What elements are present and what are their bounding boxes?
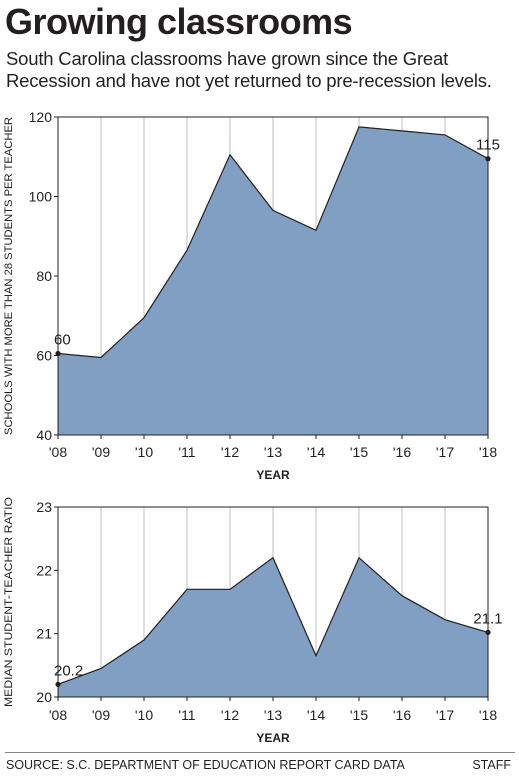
chart-subtitle: South Carolina classrooms have grown sin… [6, 48, 492, 91]
chart2-y-axis-title: MEDIAN STUDENT-TEACHER RATIO [3, 497, 15, 707]
chart1-x-tick-label: '17 [436, 444, 454, 460]
chart1-endpoint-marker [55, 350, 61, 357]
chart1-x-tick-label: '08 [49, 444, 67, 460]
chart2-x-tick-label: '14 [307, 707, 325, 723]
chart2-y-tick-label: 20 [36, 689, 52, 705]
chart2-y-tick-label: 21 [36, 626, 52, 642]
chart2-x-tick-label: '12 [221, 707, 239, 723]
chart-title: Growing classrooms [5, 1, 353, 42]
chart2-x-tick-label: '10 [135, 707, 153, 723]
chart2-x-tick-label: '17 [436, 707, 454, 723]
chart2-x-tick-label: '08 [49, 707, 67, 723]
chart2-endpoint-marker [485, 629, 491, 636]
chart1-x-tick-label: '12 [221, 444, 239, 460]
chart1-area [58, 126, 488, 436]
chart2-x-axis-title: YEAR [256, 731, 290, 745]
chart2-x-tick-label: '09 [92, 707, 110, 723]
chart1-y-tick-label: 120 [29, 109, 53, 125]
chart1-x-tick-label: '11 [178, 444, 195, 460]
chart2-x-tick-label: '16 [393, 707, 411, 723]
chart1-data-label: 115 [476, 137, 500, 154]
chart1-x-tick-label: '10 [135, 444, 153, 460]
chart1-y-axis-title: SCHOOLS WITH MORE THAN 28 STUDENTS PER T… [3, 117, 15, 435]
chart1-y-tick-label: 100 [29, 189, 53, 205]
chart1-y-tick-label: 40 [36, 427, 52, 443]
chart1-x-tick-label: '14 [307, 444, 325, 460]
chart1-x-tick-label: '16 [393, 444, 411, 460]
chart1-y-tick-label: 60 [36, 348, 52, 364]
chart1-x-tick-label: '18 [479, 444, 497, 460]
chart1-data-label: 60 [54, 332, 71, 349]
chart2-x-tick-label: '11 [178, 707, 195, 723]
chart2-endpoint-marker [55, 681, 61, 687]
chart1-x-tick-label: '09 [92, 444, 110, 460]
chart2-x-tick-label: '15 [350, 707, 368, 723]
credit-note: STAFF [472, 758, 511, 772]
chart2-x-tick-label: '13 [264, 707, 282, 723]
chart2-area [58, 557, 488, 697]
chart1-series-line [57, 126, 489, 359]
chart1-x-tick-label: '13 [264, 444, 282, 460]
chart2-y-tick-label: 23 [36, 499, 52, 515]
source-note: SOURCE: S.C. DEPARTMENT OF EDUCATION REP… [6, 758, 405, 772]
chart1-x-tick-label: '15 [350, 444, 368, 460]
chart2-series-line [57, 556, 489, 685]
chart2-data-label: 20.2 [54, 662, 83, 679]
chart1-endpoint-marker [485, 156, 491, 162]
footer-divider [5, 752, 515, 753]
chart2-data-label: 21.1 [473, 610, 502, 627]
chart2-x-tick-label: '18 [479, 707, 497, 723]
chart1-x-axis-title: YEAR [256, 468, 290, 482]
chart1-y-tick-label: 80 [36, 268, 52, 284]
chart2-y-tick-label: 22 [36, 562, 52, 578]
